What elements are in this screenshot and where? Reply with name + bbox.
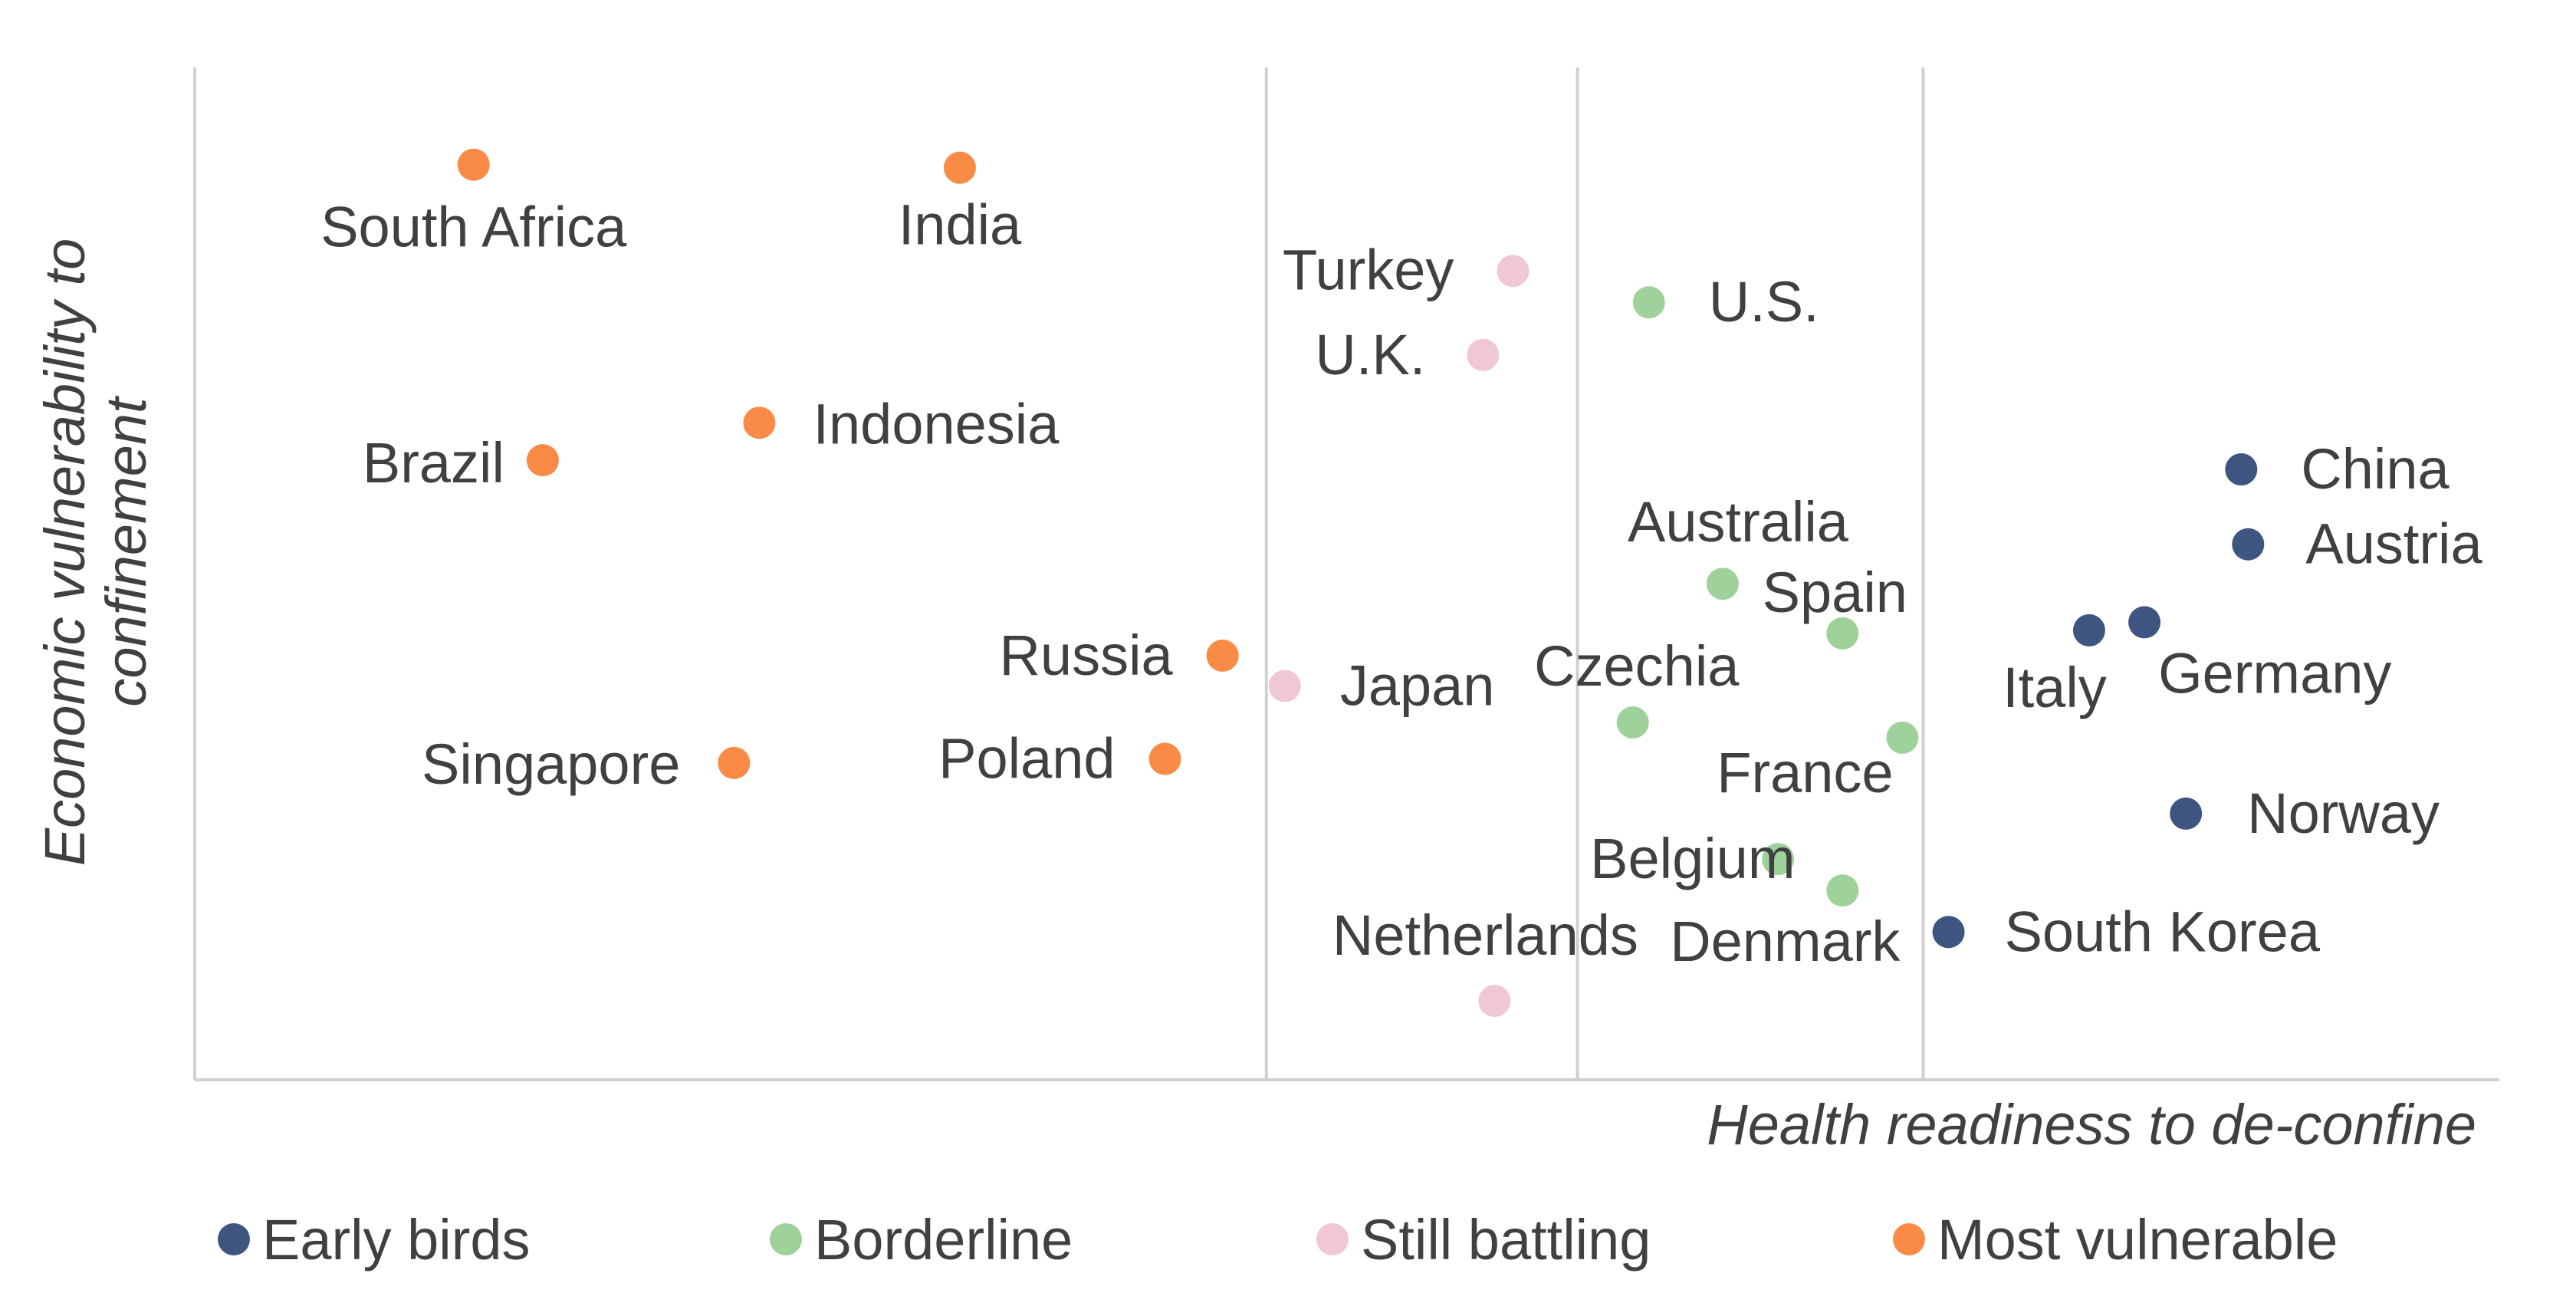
point-label-austria: Austria (2305, 512, 2482, 576)
point-poland (1148, 742, 1181, 775)
point-spain (1826, 617, 1859, 650)
legend-label-borderline: Borderline (814, 1208, 1073, 1272)
point-u-s (1632, 286, 1665, 319)
point-france (1886, 721, 1919, 754)
legend: Early birds Borderline Still battling Most … (218, 1208, 2338, 1272)
legend-label-early-birds: Early birds (262, 1208, 531, 1272)
point-india (943, 151, 976, 184)
point-singapore (718, 746, 751, 779)
point-czechia (1616, 706, 1649, 739)
point-norway (2170, 797, 2203, 830)
point-u-k (1467, 338, 1500, 371)
point-label-poland: Poland (938, 727, 1115, 791)
point-label-japan: Japan (1340, 654, 1495, 718)
y-axis-title-line-2: confinement (94, 395, 158, 707)
point-italy (2072, 614, 2105, 646)
x-axis-title: Health readiness to de-confine (1707, 1093, 2476, 1156)
y-axis-title-line-1: Economic vulnerability to (33, 239, 97, 866)
point-label-germany: Germany (2158, 641, 2391, 705)
point-label-china: China (2301, 437, 2450, 501)
point-germany (2128, 606, 2161, 639)
legend-marker-early-birds (218, 1223, 250, 1255)
point-label-russia: Russia (999, 623, 1173, 687)
point-label-u-s: U.S. (1709, 270, 1819, 334)
point-austria (2232, 528, 2265, 561)
point-label-australia: Australia (1628, 490, 1849, 554)
point-label-czechia: Czechia (1534, 634, 1740, 698)
point-belgium (1762, 843, 1795, 876)
legend-item-most-vulnerable: Most vulnerable (1893, 1208, 2338, 1272)
point-indonesia (743, 406, 776, 439)
point-netherlands (1478, 985, 1511, 1018)
legend-marker-still-battling (1316, 1223, 1349, 1255)
point-label-india: India (899, 193, 1022, 257)
y-axis-title: Economic vulnerability to confinement (33, 239, 158, 866)
point-label-indonesia: Indonesia (813, 392, 1060, 456)
point-russia (1206, 639, 1239, 672)
legend-item-still-battling: Still battling (1316, 1208, 1651, 1272)
legend-item-borderline: Borderline (770, 1208, 1073, 1272)
points-layer (457, 148, 2265, 1018)
point-label-brazil: Brazil (363, 431, 504, 495)
legend-label-most-vulnerable: Most vulnerable (1937, 1208, 2338, 1272)
point-label-netherlands: Netherlands (1332, 903, 1638, 967)
point-denmark (1826, 874, 1859, 907)
legend-marker-borderline (770, 1223, 802, 1255)
point-japan (1268, 670, 1301, 702)
legend-label-still-battling: Still battling (1361, 1208, 1651, 1272)
point-brazil (526, 444, 559, 477)
point-china (2225, 453, 2258, 486)
point-label-south-africa: South Africa (320, 196, 627, 259)
grid-layer (1264, 67, 1925, 1080)
legend-marker-most-vulnerable (1893, 1223, 1925, 1255)
point-label-norway: Norway (2247, 781, 2440, 845)
point-label-france: France (1717, 741, 1893, 804)
point-label-south-korea: South Korea (2005, 900, 2321, 963)
point-australia (1706, 568, 1739, 600)
legend-item-early-birds: Early birds (218, 1208, 531, 1272)
point-label-spain: Spain (1763, 561, 1907, 624)
labels-layer: China Austria Italy Germany Norway South Kore… (320, 193, 2482, 973)
point-turkey (1497, 255, 1530, 288)
point-south-korea (1932, 916, 1965, 949)
axis-layer (193, 67, 2499, 1081)
point-south-africa (457, 148, 490, 181)
point-label-u-k: U.K. (1315, 323, 1425, 387)
point-label-denmark: Denmark (1670, 910, 1901, 973)
point-label-singapore: Singapore (422, 732, 680, 796)
point-label-belgium: Belgium (1590, 827, 1795, 890)
point-label-turkey: Turkey (1283, 238, 1454, 301)
point-label-italy: Italy (2003, 656, 2107, 719)
